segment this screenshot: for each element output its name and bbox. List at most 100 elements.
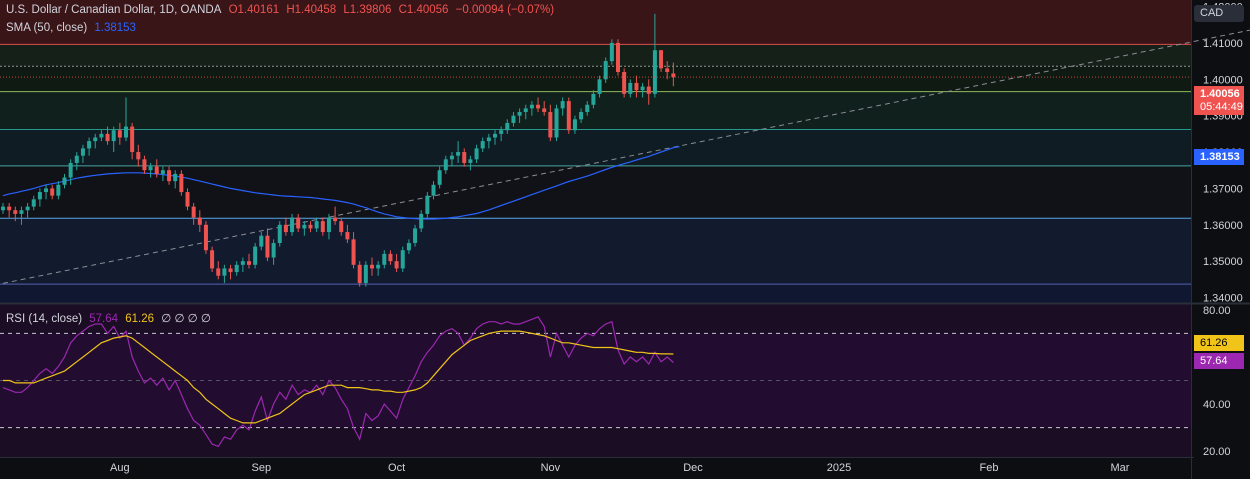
candle-body[interactable]: [191, 206, 196, 218]
candle-body[interactable]: [1, 206, 5, 211]
candle-body[interactable]: [609, 42, 614, 62]
candle-body[interactable]: [240, 261, 245, 265]
candle-body[interactable]: [370, 264, 374, 269]
candle-body[interactable]: [456, 152, 461, 156]
candle-body[interactable]: [646, 86, 651, 94]
candle-body[interactable]: [167, 170, 172, 182]
candle-body[interactable]: [259, 235, 264, 247]
candle-body[interactable]: [413, 228, 418, 243]
symbol-title[interactable]: U.S. Dollar / Canadian Dollar, 1D, OANDA: [6, 4, 222, 16]
candle-body[interactable]: [320, 221, 325, 233]
candle-body[interactable]: [314, 221, 319, 229]
candle-body[interactable]: [56, 184, 61, 196]
candle-body[interactable]: [616, 42, 620, 73]
candle-body[interactable]: [31, 199, 36, 207]
candle-body[interactable]: [388, 253, 393, 262]
candle-body[interactable]: [529, 104, 534, 109]
candle-body[interactable]: [130, 126, 135, 153]
candle-body[interactable]: [290, 217, 295, 233]
candle-body[interactable]: [437, 170, 442, 185]
candle-body[interactable]: [449, 155, 454, 160]
candle-body[interactable]: [419, 213, 424, 229]
candle-body[interactable]: [585, 104, 590, 113]
candle-body[interactable]: [363, 264, 368, 283]
candle-body[interactable]: [99, 133, 104, 138]
candle-body[interactable]: [333, 217, 338, 222]
candle-body[interactable]: [671, 73, 676, 78]
candle-body[interactable]: [277, 224, 282, 243]
candle-body[interactable]: [142, 159, 147, 171]
candle-body[interactable]: [652, 50, 657, 94]
candle-body[interactable]: [326, 217, 331, 233]
candle-body[interactable]: [517, 112, 522, 116]
candle-body[interactable]: [117, 130, 122, 138]
candle-body[interactable]: [431, 184, 436, 196]
candle-body[interactable]: [7, 206, 12, 211]
candle-body[interactable]: [480, 141, 485, 149]
candle-body[interactable]: [302, 224, 307, 229]
candle-body[interactable]: [511, 115, 516, 123]
candle-body[interactable]: [572, 119, 577, 131]
candle-body[interactable]: [185, 192, 190, 207]
candle-body[interactable]: [173, 173, 178, 182]
candle-body[interactable]: [228, 268, 233, 273]
candle-body[interactable]: [37, 192, 42, 200]
candle-body[interactable]: [406, 242, 411, 251]
candle-body[interactable]: [462, 152, 467, 163]
candle-body[interactable]: [382, 253, 387, 265]
candle-body[interactable]: [203, 224, 208, 251]
candle-body[interactable]: [351, 239, 356, 265]
candle-body[interactable]: [62, 177, 67, 185]
candle-body[interactable]: [148, 166, 153, 171]
candle-body[interactable]: [87, 141, 92, 149]
candle-body[interactable]: [308, 224, 313, 229]
candle-body[interactable]: [493, 133, 497, 138]
candle-body[interactable]: [640, 86, 645, 91]
candle-body[interactable]: [357, 264, 362, 283]
sma-legend[interactable]: SMA (50, close) 1.38153: [6, 22, 140, 34]
rsi-ma-line[interactable]: [3, 330, 674, 424]
candle-body[interactable]: [265, 235, 270, 258]
candle-body[interactable]: [13, 210, 18, 214]
candle-body[interactable]: [597, 79, 602, 94]
candle-body[interactable]: [665, 68, 670, 73]
candle-body[interactable]: [505, 122, 510, 131]
candle-body[interactable]: [425, 195, 430, 214]
candle-body[interactable]: [105, 133, 110, 142]
candle-body[interactable]: [160, 170, 165, 174]
candle-body[interactable]: [93, 137, 98, 142]
candle-body[interactable]: [44, 188, 49, 193]
candle-body[interactable]: [634, 82, 639, 91]
candle-body[interactable]: [345, 232, 350, 240]
candle-body[interactable]: [68, 162, 73, 178]
candle-body[interactable]: [523, 108, 528, 113]
candle-body[interactable]: [560, 101, 565, 109]
candle-body[interactable]: [234, 264, 239, 273]
candle-body[interactable]: [80, 148, 85, 156]
candle-body[interactable]: [50, 188, 55, 196]
candle-body[interactable]: [566, 101, 571, 131]
candle-body[interactable]: [25, 206, 30, 211]
candle-body[interactable]: [536, 104, 541, 109]
trend-line[interactable]: [2, 1, 1250, 284]
candle-body[interactable]: [603, 61, 608, 80]
candle-body[interactable]: [628, 82, 633, 94]
candle-body[interactable]: [548, 112, 553, 138]
candle-body[interactable]: [74, 155, 79, 163]
candle-body[interactable]: [19, 210, 24, 214]
candle-body[interactable]: [136, 152, 141, 160]
candle-body[interactable]: [591, 93, 596, 105]
candle-body[interactable]: [283, 224, 288, 233]
candle-body[interactable]: [296, 217, 301, 229]
candle-body[interactable]: [271, 242, 276, 258]
candle-body[interactable]: [339, 221, 344, 233]
candle-body[interactable]: [474, 148, 479, 160]
candle-body[interactable]: [622, 72, 627, 94]
candle-body[interactable]: [468, 159, 473, 163]
candle-body[interactable]: [554, 108, 559, 138]
candle-body[interactable]: [216, 268, 221, 276]
candle-body[interactable]: [499, 130, 504, 134]
currency-badge[interactable]: CAD: [1194, 5, 1244, 22]
candle-body[interactable]: [154, 166, 159, 174]
